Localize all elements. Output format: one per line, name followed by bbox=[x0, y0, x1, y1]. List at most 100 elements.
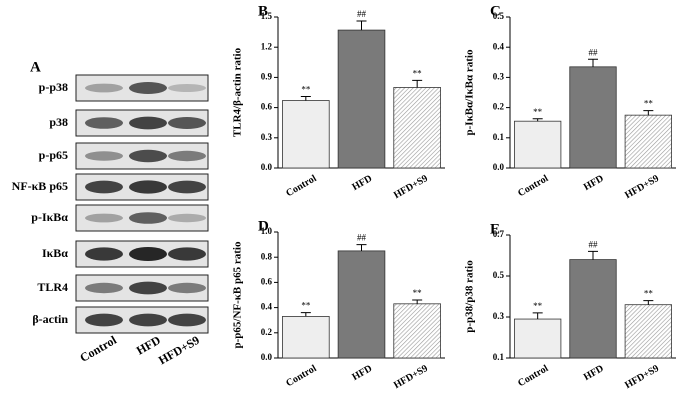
blot-row-label: p-IκBα bbox=[31, 210, 68, 224]
y-tick-label: 1.5 bbox=[261, 11, 273, 21]
error-bar bbox=[356, 244, 367, 251]
y-tick-label: 0.7 bbox=[493, 229, 505, 239]
blot-band bbox=[168, 247, 206, 261]
y-tick-label: 0.0 bbox=[261, 162, 273, 172]
blot-band bbox=[129, 247, 167, 261]
y-tick-label: 0.4 bbox=[493, 41, 505, 51]
blot-band bbox=[85, 313, 123, 327]
x-tick-label: HFD bbox=[350, 173, 374, 193]
y-tick-label: 0.8 bbox=[261, 251, 273, 261]
blot-band bbox=[168, 84, 206, 92]
lane-label: Control bbox=[77, 333, 119, 365]
annotation: ** bbox=[413, 288, 423, 298]
x-tick-label: HFD+S9 bbox=[392, 173, 430, 201]
blot-band bbox=[85, 247, 123, 261]
y-tick-label: 0.1 bbox=[493, 132, 505, 142]
bar bbox=[337, 250, 386, 359]
annotation: ** bbox=[301, 301, 311, 311]
blot-band bbox=[168, 282, 206, 294]
x-tick-label: HFD+S9 bbox=[623, 363, 661, 391]
y-tick-label: 0.4 bbox=[261, 302, 273, 312]
blot-band bbox=[85, 117, 123, 129]
y-tick-label: 1.0 bbox=[261, 226, 273, 236]
error-bar bbox=[588, 58, 598, 67]
blot-row-label: IκBα bbox=[42, 246, 68, 260]
x-tick-label: Control bbox=[516, 173, 550, 199]
annotation: ** bbox=[301, 85, 311, 95]
y-tick-label: 0.2 bbox=[493, 102, 505, 112]
bar bbox=[569, 66, 617, 169]
x-tick-label: HFD+S9 bbox=[623, 173, 661, 201]
blot-band bbox=[129, 116, 167, 130]
blot-band bbox=[85, 282, 123, 294]
y-tick-label: 0.3 bbox=[493, 71, 505, 81]
annotation: ** bbox=[413, 68, 423, 78]
x-tick-label: HFD bbox=[350, 363, 374, 383]
y-tick-label: 0.0 bbox=[261, 352, 273, 362]
blot-row-label: TLR4 bbox=[37, 280, 68, 294]
blot-band bbox=[129, 281, 167, 295]
blot-band bbox=[168, 213, 206, 223]
bar bbox=[393, 303, 441, 359]
y-tick-label: 0.6 bbox=[261, 102, 273, 112]
blot-row-label: β-actin bbox=[32, 312, 68, 326]
error-bar bbox=[412, 299, 423, 304]
error-bar bbox=[643, 110, 654, 116]
blot-band bbox=[129, 212, 167, 224]
blot-band bbox=[85, 83, 123, 93]
error-bar bbox=[532, 312, 543, 320]
error-bar bbox=[300, 96, 311, 101]
bar bbox=[282, 316, 330, 359]
blot-band bbox=[168, 180, 206, 194]
annotation: ** bbox=[533, 107, 543, 117]
y-axis-label: p-IκBα/IκBα ratio bbox=[464, 49, 476, 135]
bar bbox=[624, 114, 672, 169]
blot-row-label: p-p38 bbox=[39, 80, 68, 94]
error-bar bbox=[532, 118, 543, 122]
bar bbox=[282, 100, 330, 169]
blot-band bbox=[168, 150, 206, 162]
bar bbox=[624, 304, 672, 359]
annotation: ## bbox=[357, 233, 367, 243]
annotation: ** bbox=[644, 99, 654, 109]
error-bar bbox=[643, 300, 654, 305]
bar bbox=[393, 87, 441, 169]
error-bar bbox=[412, 79, 423, 88]
blot-row-label: p38 bbox=[49, 115, 68, 129]
panel-label: B bbox=[258, 3, 268, 19]
blot-band bbox=[85, 213, 123, 223]
y-tick-label: 1.2 bbox=[261, 41, 273, 51]
y-tick-label: 0.1 bbox=[493, 352, 505, 362]
y-axis-label: p-p38/p38 ratio bbox=[464, 260, 476, 333]
annotation: ** bbox=[533, 301, 543, 311]
bar bbox=[569, 259, 617, 359]
panel-label: A bbox=[30, 59, 41, 75]
bar bbox=[337, 29, 386, 169]
y-tick-label: 0.0 bbox=[493, 162, 505, 172]
x-tick-label: Control bbox=[284, 363, 318, 389]
blot-band bbox=[85, 151, 123, 161]
y-tick-label: 0.9 bbox=[261, 71, 273, 81]
blot-band bbox=[129, 149, 167, 163]
bar bbox=[514, 120, 562, 169]
annotation: ** bbox=[644, 289, 654, 299]
y-axis-label: p-p65/NF-κB p65 ratio bbox=[232, 241, 244, 348]
blot-row-label: NF-κB p65 bbox=[12, 179, 68, 193]
x-tick-label: HFD bbox=[582, 173, 606, 193]
lane-label: HFD+S9 bbox=[156, 333, 202, 368]
annotation: ## bbox=[589, 239, 599, 249]
y-tick-label: 0.5 bbox=[493, 270, 505, 280]
x-tick-label: Control bbox=[516, 363, 550, 389]
x-tick-label: HFD+S9 bbox=[392, 363, 430, 391]
bar bbox=[514, 318, 562, 359]
blot-band bbox=[129, 82, 167, 94]
x-tick-label: HFD bbox=[582, 363, 606, 383]
y-tick-label: 0.3 bbox=[261, 132, 273, 142]
blot-band bbox=[129, 180, 167, 194]
error-bar bbox=[300, 312, 311, 317]
blot-row-label: p-p65 bbox=[39, 148, 68, 162]
error-bar bbox=[356, 20, 367, 31]
y-tick-label: 0.3 bbox=[493, 311, 505, 321]
